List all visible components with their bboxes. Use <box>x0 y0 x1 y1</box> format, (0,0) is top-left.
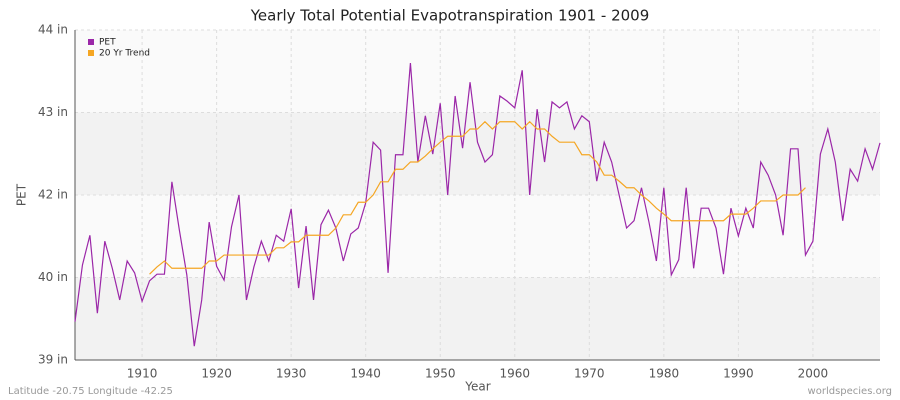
x-tick-label: 1910 <box>127 367 158 381</box>
y-tick-label: 42 in <box>38 188 68 202</box>
x-tick-label: 1930 <box>276 367 307 381</box>
series-line <box>149 120 806 275</box>
x-axis-label: Year <box>464 380 490 394</box>
legend-label: 20 Yr Trend <box>99 49 150 59</box>
y-tick-label: 40 in <box>38 270 68 284</box>
legend-swatch <box>88 39 94 45</box>
y-tick-label: 39 in <box>38 353 68 367</box>
footer-right: worldspecies.org <box>808 386 892 397</box>
x-tick-label: 1950 <box>425 367 456 381</box>
y-tick-label: 43 in <box>38 105 68 119</box>
plot-band <box>75 112 880 195</box>
x-tick-label: 1940 <box>350 367 381 381</box>
x-tick-label: 1970 <box>574 367 605 381</box>
plot-band <box>75 195 880 278</box>
y-axis-label: PET <box>15 183 29 206</box>
footer-left: Latitude -20.75 Longitude -42.25 <box>8 386 173 397</box>
y-tick-label: 44 in <box>38 23 68 37</box>
chart-title: Yearly Total Potential Evapotranspiratio… <box>250 7 650 25</box>
legend-swatch <box>88 50 94 56</box>
plot-band <box>75 277 880 360</box>
x-tick-label: 2000 <box>798 367 829 381</box>
plot-band <box>75 30 880 113</box>
series-line <box>74 62 881 347</box>
x-tick-label: 1980 <box>649 367 680 381</box>
x-tick-label: 1990 <box>723 367 754 381</box>
x-tick-label: 1960 <box>499 367 530 381</box>
x-tick-label: 1920 <box>201 367 232 381</box>
legend-label: PET <box>99 38 116 48</box>
